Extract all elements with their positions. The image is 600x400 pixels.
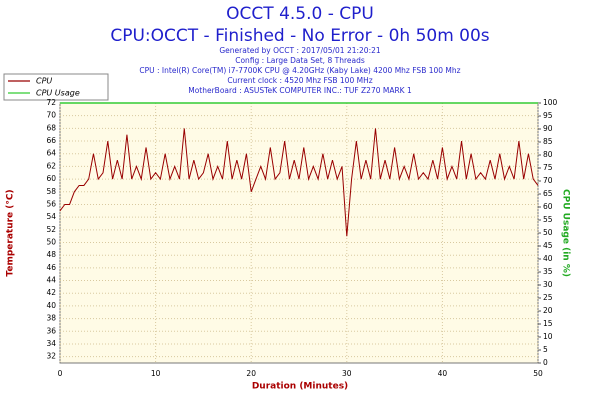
y2-tick-label: 70 [543, 176, 553, 185]
y2-tick-label: 95 [543, 111, 553, 120]
chart-title: OCCT 4.5.0 - CPU [226, 4, 374, 24]
y-tick-label: 60 [46, 174, 56, 183]
x-axis-label: Duration (Minutes) [252, 382, 348, 392]
y-tick-label: 62 [46, 161, 56, 170]
y-tick-label: 40 [46, 301, 56, 310]
legend [3, 73, 109, 101]
y-tick-label: 42 [46, 288, 56, 297]
x-tick-label: 30 [342, 369, 352, 378]
y-tick-label: 48 [46, 250, 56, 259]
y-tick-label: 46 [46, 263, 56, 272]
y2-tick-label: 90 [543, 124, 553, 133]
y2-tick-label: 75 [543, 163, 553, 172]
series-line [59, 128, 539, 237]
y2-tick-label: 60 [543, 202, 553, 211]
x-tick-label: 40 [438, 369, 448, 378]
info-line: Current clock : 4520 Mhz FSB 100 MHz [227, 76, 372, 85]
legend-label: CPU [36, 77, 52, 86]
y2-tick-label: 25 [543, 293, 553, 302]
legend-label: CPU Usage [36, 89, 80, 98]
info-line: Generated by OCCT : 2017/05/01 21:20:21 [219, 46, 381, 55]
y-tick-label: 34 [46, 339, 56, 348]
y-tick-label: 64 [46, 149, 56, 158]
y2-tick-label: 65 [543, 189, 553, 198]
y2-tick-label: 10 [543, 332, 553, 341]
y2-tick-label: 100 [543, 98, 558, 107]
y-tick-label: 50 [46, 238, 56, 247]
y-tick-label: 38 [46, 314, 56, 323]
y-tick-label: 32 [46, 352, 56, 361]
y-tick-label: 44 [46, 276, 56, 285]
y-tick-label: 68 [46, 123, 56, 132]
x-tick-label: 10 [151, 369, 161, 378]
y2-tick-label: 45 [543, 241, 553, 250]
y-tick-label: 58 [46, 187, 56, 196]
y2-tick-label: 80 [543, 150, 553, 159]
y-tick-label: 70 [46, 111, 56, 120]
y-tick-label: 52 [46, 225, 56, 234]
chart-subtitle: CPU:OCCT - Finished - No Error - 0h 50m … [110, 26, 489, 46]
y2-tick-label: 50 [543, 228, 553, 237]
x-tick-label: 0 [58, 369, 63, 378]
x-tick-label: 20 [246, 369, 256, 378]
y2-tick-label: 15 [543, 319, 553, 328]
y-tick-label: 54 [46, 212, 56, 221]
x-tick-label: 50 [533, 369, 543, 378]
y2-tick-label: 35 [543, 267, 553, 276]
info-line: CPU : Intel(R) Core(TM) i7-7700K CPU @ 4… [139, 66, 460, 75]
info-line: MotherBoard : ASUSTeK COMPUTER INC.: TUF… [188, 86, 412, 95]
y-tick-label: 66 [46, 136, 56, 145]
y-axis-label: Temperature (°C) [6, 189, 16, 276]
y2-tick-label: 0 [543, 358, 548, 367]
y2-axis-label: CPU Usage (in %) [561, 189, 571, 277]
y2-tick-label: 85 [543, 137, 553, 146]
y-tick-label: 72 [46, 98, 56, 107]
y2-tick-label: 30 [543, 280, 553, 289]
y2-tick-label: 5 [543, 345, 548, 354]
y2-tick-label: 40 [543, 254, 553, 263]
info-line: Config : Large Data Set, 8 Threads [235, 56, 365, 65]
y-tick-label: 56 [46, 199, 56, 208]
y2-tick-label: 20 [543, 306, 553, 315]
plot-area [59, 102, 539, 364]
y2-tick-label: 55 [543, 215, 553, 224]
y-tick-label: 36 [46, 326, 56, 335]
